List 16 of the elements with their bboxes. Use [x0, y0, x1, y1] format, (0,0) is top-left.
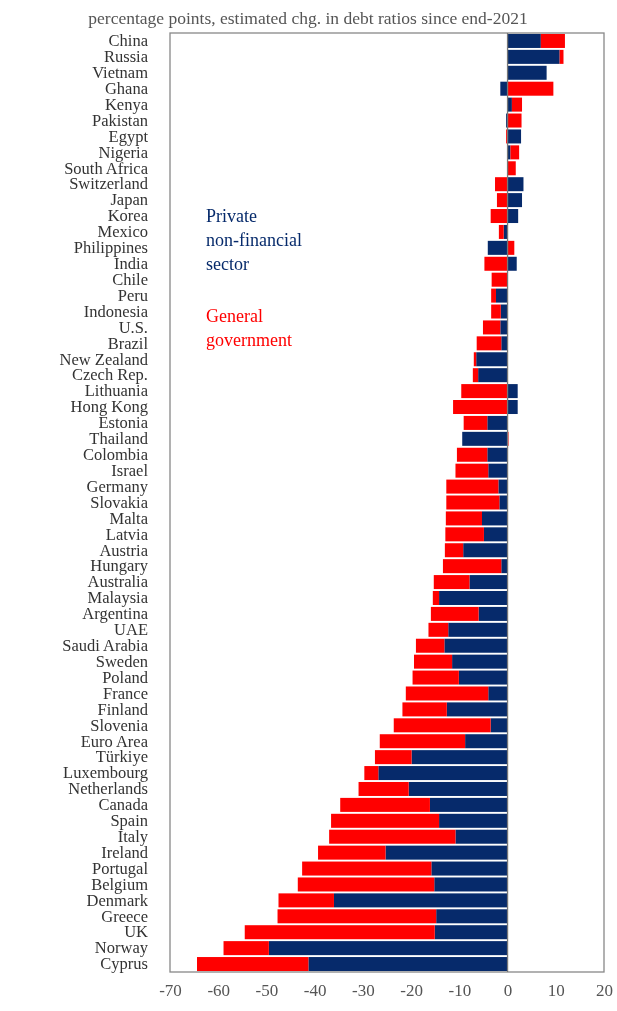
text: Private non-financial sector — [206, 206, 302, 274]
x-tick-label: 10 — [547, 981, 565, 1001]
x-tick-label: -70 — [159, 981, 182, 1001]
x-tick-label: -60 — [207, 981, 231, 1001]
x-tick-label: -40 — [303, 981, 327, 1001]
chart-title: percentage points, estimated chg. in debt ratios since end-2021 — [88, 8, 528, 28]
y-tick-label: Portugal — [92, 858, 149, 878]
x-tick-label: 20 — [596, 981, 613, 1001]
x-tick-label: 0 — [503, 981, 513, 1001]
y-tick-label: Egypt — [108, 126, 149, 146]
y-tick-label: Malaysia — [87, 588, 149, 608]
x-tick-label: -50 — [255, 981, 279, 1001]
text: General government — [206, 306, 292, 350]
x-tick-label: -20 — [400, 981, 423, 1001]
x-tick-label: -10 — [448, 981, 472, 1001]
x-tick-label: -30 — [352, 981, 375, 1001]
